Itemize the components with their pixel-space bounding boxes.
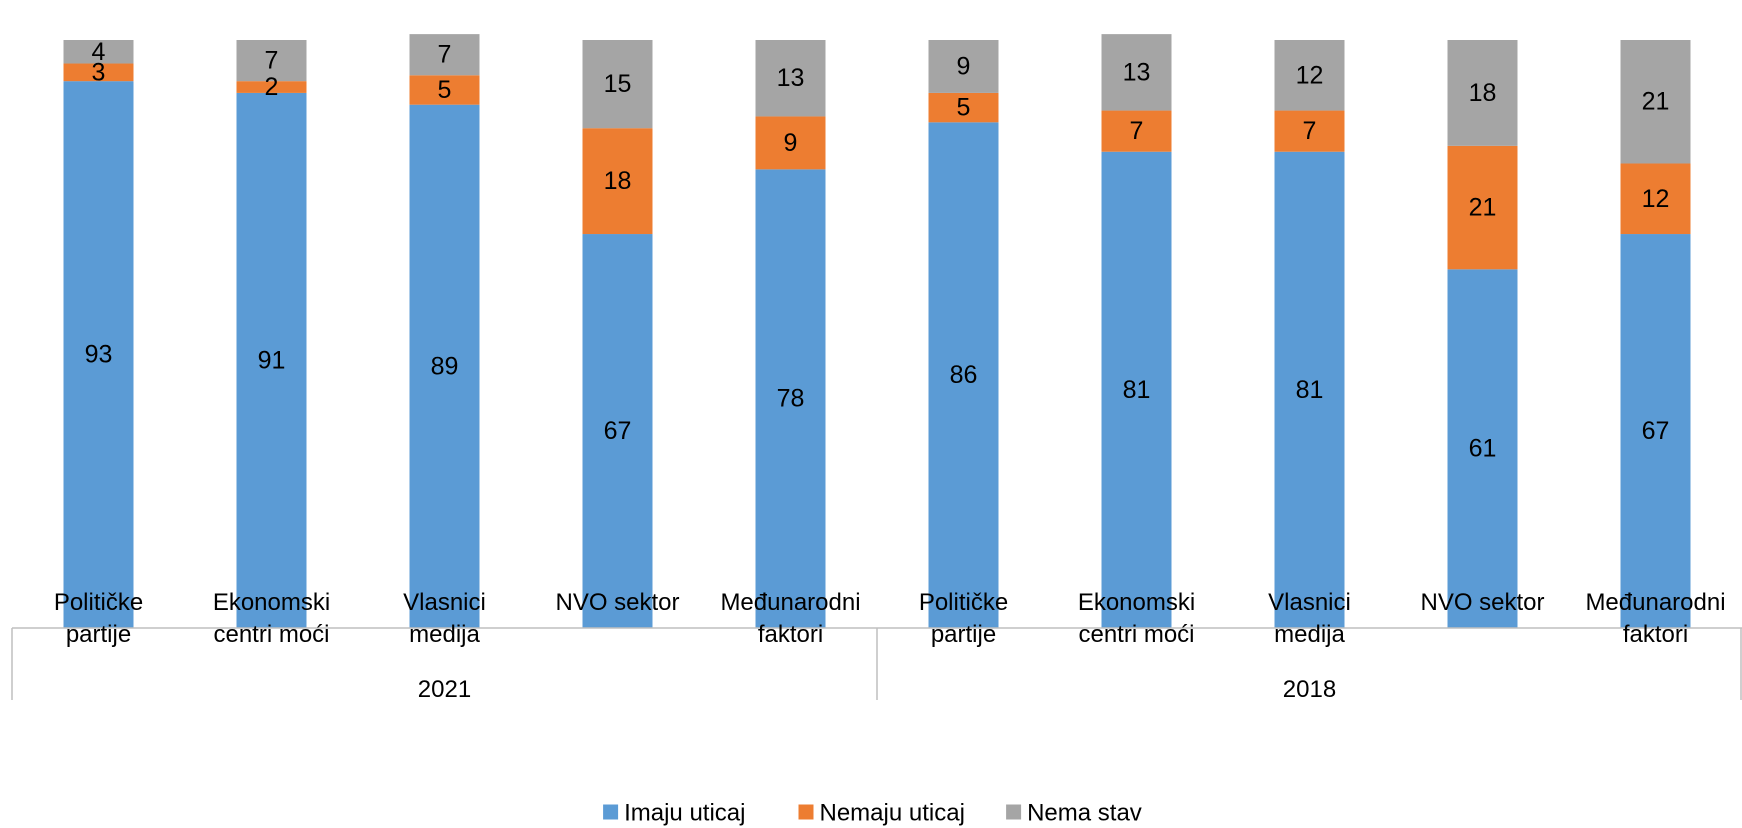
data-label: 86 bbox=[950, 361, 978, 389]
category-label: Međunarodni bbox=[1585, 589, 1725, 616]
bar-segment bbox=[1274, 110, 1345, 152]
data-label: 12 bbox=[1296, 61, 1324, 89]
bar-segment bbox=[928, 122, 999, 628]
data-label: 12 bbox=[1642, 185, 1670, 213]
category-label: Međunarodni bbox=[720, 589, 860, 616]
bar-segment bbox=[409, 34, 480, 76]
data-label: 3 bbox=[92, 58, 106, 86]
legend-label: Nemaju uticaj bbox=[820, 800, 965, 827]
category-label: NVO sektor bbox=[1420, 589, 1544, 616]
bar-segment bbox=[755, 116, 826, 170]
group-label: 2018 bbox=[1283, 676, 1336, 703]
category-label: faktori bbox=[758, 621, 823, 648]
bar-segment bbox=[582, 234, 653, 629]
bar-segment bbox=[63, 81, 134, 628]
data-label: 78 bbox=[777, 385, 805, 413]
data-label: 67 bbox=[1642, 417, 1670, 445]
data-label: 4 bbox=[92, 38, 106, 66]
category-label: Vlasnici bbox=[403, 589, 486, 616]
bar-segment bbox=[1447, 269, 1518, 628]
data-label: 21 bbox=[1642, 88, 1670, 116]
bar-segment bbox=[1447, 145, 1518, 270]
legend-label: Imaju uticaj bbox=[624, 800, 745, 827]
data-label: 7 bbox=[438, 41, 452, 69]
category-label: medija bbox=[409, 621, 480, 648]
legend-item: Nema stav bbox=[1006, 800, 1142, 827]
group-label: 2021 bbox=[418, 676, 471, 703]
data-label: 2 bbox=[265, 73, 279, 101]
data-label: 13 bbox=[1123, 58, 1151, 86]
category-label: NVO sektor bbox=[555, 589, 679, 616]
bar-segment bbox=[236, 81, 307, 93]
x-axis: Političke partije Ekonomski centri moći Vlas… bbox=[11, 589, 1742, 703]
data-label: 81 bbox=[1296, 376, 1324, 404]
data-label: 9 bbox=[957, 52, 971, 80]
bar-segment bbox=[1620, 234, 1691, 629]
category-label: partije bbox=[931, 621, 996, 648]
bar-segment bbox=[1101, 34, 1172, 111]
data-label: 67 bbox=[604, 417, 632, 445]
bar-segment bbox=[1101, 151, 1172, 628]
bar-segment bbox=[755, 169, 826, 629]
bar-segment bbox=[1274, 40, 1345, 111]
category-label: Političke bbox=[919, 589, 1008, 616]
legend-swatch bbox=[1006, 804, 1022, 820]
data-labels-layer: 9334912789576718157891386598171381712612… bbox=[85, 38, 1670, 463]
bar-segment bbox=[63, 63, 134, 82]
category-label: Ekonomski bbox=[1078, 589, 1195, 616]
legend-label: Nema stav bbox=[1027, 800, 1142, 827]
bar-segment bbox=[1620, 40, 1691, 164]
data-label: 7 bbox=[1130, 117, 1144, 145]
category-label: Ekonomski bbox=[213, 589, 330, 616]
category-label: Političke bbox=[54, 589, 143, 616]
bar-segment bbox=[1620, 163, 1691, 235]
legend-item: Imaju uticaj bbox=[603, 800, 745, 827]
bar-segment bbox=[582, 40, 653, 129]
data-label: 61 bbox=[1469, 435, 1497, 463]
bar-segment bbox=[755, 40, 826, 117]
category-label: centri moći bbox=[213, 621, 329, 648]
bar-segment bbox=[409, 75, 480, 105]
legend-swatch bbox=[603, 804, 619, 820]
bars-layer bbox=[63, 34, 1691, 629]
category-label: faktori bbox=[1623, 621, 1688, 648]
legend: Imaju uticaj Nemaju uticaj Nema stav bbox=[603, 800, 1142, 827]
data-label: 7 bbox=[1303, 117, 1317, 145]
data-label: 15 bbox=[604, 70, 632, 98]
legend-item: Nemaju uticaj bbox=[798, 800, 965, 827]
data-label: 18 bbox=[1469, 79, 1497, 107]
bar-segment bbox=[582, 128, 653, 235]
data-label: 18 bbox=[604, 167, 632, 195]
bar-segment bbox=[1274, 151, 1345, 628]
bar-segment bbox=[928, 92, 999, 123]
data-label: 5 bbox=[438, 76, 452, 104]
bar-segment bbox=[236, 92, 307, 629]
category-label: partije bbox=[66, 621, 131, 648]
bar-segment bbox=[928, 40, 999, 93]
category-label: centri moći bbox=[1078, 621, 1194, 648]
data-label: 81 bbox=[1123, 376, 1151, 404]
bar-segment bbox=[63, 40, 134, 64]
bar-segment bbox=[409, 104, 480, 629]
category-label: Vlasnici bbox=[1268, 589, 1351, 616]
data-label: 13 bbox=[777, 64, 805, 92]
bar-segment bbox=[236, 40, 307, 82]
data-label: 89 bbox=[431, 352, 459, 380]
data-label: 93 bbox=[85, 341, 113, 369]
data-label: 7 bbox=[265, 47, 279, 75]
data-label: 5 bbox=[957, 94, 971, 122]
data-label: 9 bbox=[784, 129, 798, 157]
data-label: 91 bbox=[258, 346, 286, 374]
category-label: medija bbox=[1274, 621, 1345, 648]
bar-segment bbox=[1101, 110, 1172, 152]
legend-swatch bbox=[798, 804, 814, 820]
data-label: 21 bbox=[1469, 194, 1497, 222]
bar-segment bbox=[1447, 40, 1518, 146]
